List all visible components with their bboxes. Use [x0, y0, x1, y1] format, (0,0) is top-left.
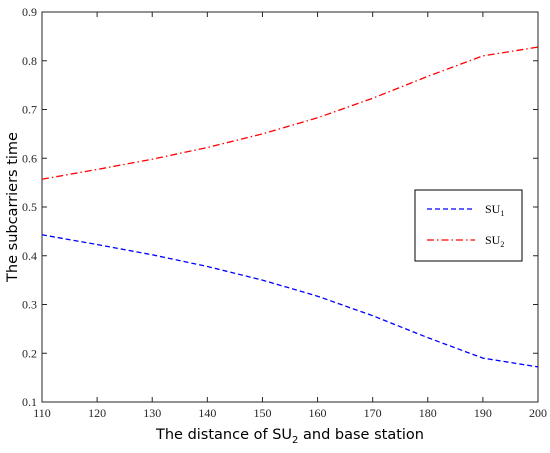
y-tick-label: 0.8 [22, 54, 37, 68]
axis-ticks: 110 120 130 140 150 160 170 180 190 200 0.1 0.2 0.3 0… [22, 5, 547, 420]
x-tick-label: 130 [143, 406, 161, 420]
y-tick-label: 0.4 [22, 249, 37, 263]
legend: SU1 SU2 [414, 189, 523, 262]
y-tick-label: 0.7 [22, 103, 37, 117]
legend-entry-label: SU1 [485, 202, 504, 218]
y-tick-label: 0.6 [22, 151, 37, 165]
x-tick-label: 140 [198, 406, 216, 420]
x-tick-label: 150 [253, 406, 271, 420]
x-axis-label-main: The distance of SU [155, 427, 292, 443]
legend-box [414, 189, 523, 262]
x-tick-label: 200 [529, 406, 547, 420]
y-tick-label: 0.5 [22, 200, 37, 214]
x-axis-label-suffix: and base station [298, 427, 424, 443]
x-tick-label: 190 [474, 406, 492, 420]
y-tick-label: 0.9 [22, 5, 37, 19]
x-axis-label: The distance of SU2 and base station [155, 427, 424, 446]
y-tick-label: 0.1 [22, 395, 37, 409]
x-axis-label-subscript: 2 [292, 435, 298, 446]
x-tick-label: 180 [419, 406, 437, 420]
x-tick-label: 110 [33, 406, 51, 420]
x-tick-label: 160 [309, 406, 327, 420]
y-tick-label: 0.2 [22, 346, 37, 360]
y-axis-label: The subcarriers time [5, 132, 21, 283]
y-tick-label: 0.3 [22, 298, 37, 312]
legend-entry-label: SU2 [485, 233, 504, 249]
x-tick-label: 120 [88, 406, 106, 420]
x-tick-label: 170 [364, 406, 382, 420]
series-line-su2 [41, 46, 539, 180]
series-line-su1 [41, 234, 539, 368]
series-lines [41, 46, 539, 368]
